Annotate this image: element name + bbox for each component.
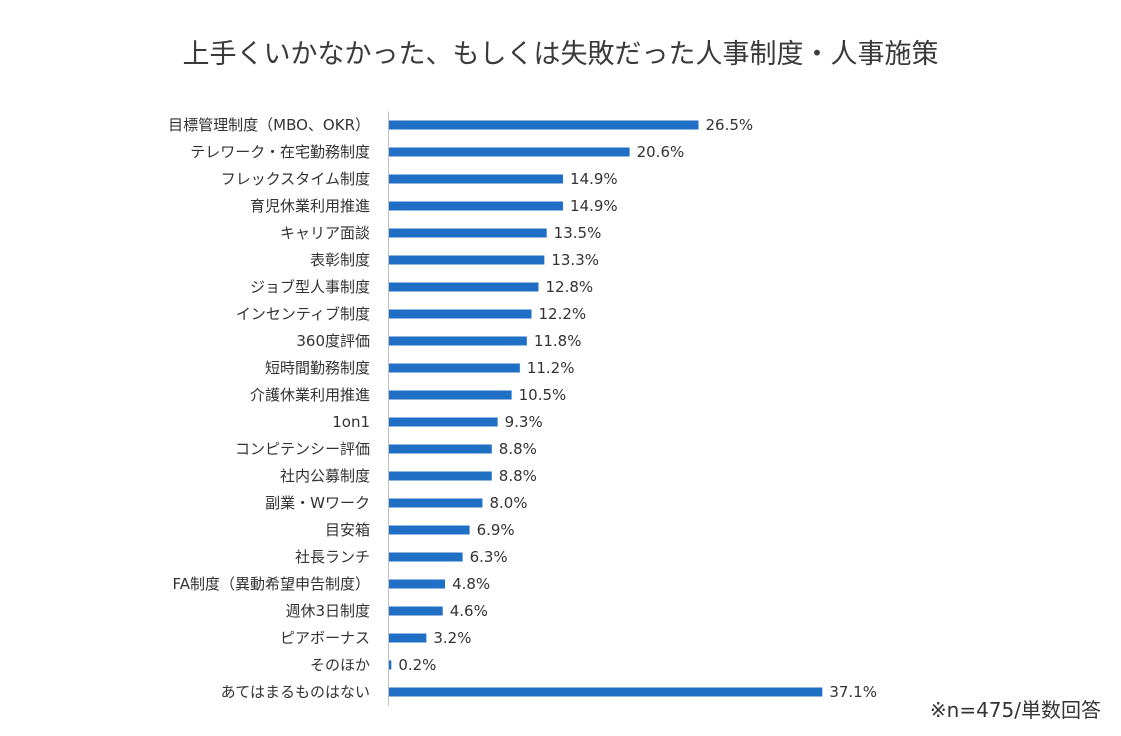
- value-label: 6.9%: [477, 521, 515, 539]
- bar-19: [389, 606, 443, 616]
- category-label: フレックスタイム制度: [221, 170, 370, 188]
- value-label: 13.5%: [554, 224, 602, 242]
- category-label: 360度評価: [296, 332, 370, 350]
- value-label: 26.5%: [706, 116, 754, 134]
- category-label: テレワーク・在宅勤務制度: [190, 143, 370, 161]
- bar-8: [389, 309, 532, 319]
- category-label: 社長ランチ: [295, 548, 370, 566]
- category-label: 表彰制度: [310, 251, 370, 269]
- bar-16: [389, 525, 470, 535]
- category-label: 育児休業利用推進: [250, 197, 370, 215]
- category-label: 社内公募制度: [280, 467, 370, 485]
- value-label: 14.9%: [570, 170, 618, 188]
- bar-1: [389, 120, 699, 130]
- value-label: 8.0%: [489, 494, 527, 512]
- category-label: そのほか: [310, 656, 370, 674]
- bar-18: [389, 579, 446, 589]
- category-label: あてはまるものはない: [221, 683, 370, 701]
- value-label: 20.6%: [637, 143, 685, 161]
- category-label: ピアボーナス: [280, 629, 370, 647]
- value-label: 9.3%: [505, 413, 543, 431]
- bar-22: [389, 687, 823, 697]
- value-label: 8.8%: [499, 467, 537, 485]
- bar-7: [389, 282, 539, 292]
- value-label: 13.3%: [551, 251, 599, 269]
- bar-14: [389, 471, 492, 481]
- bar-3: [389, 174, 564, 184]
- value-label: 11.8%: [534, 332, 582, 350]
- category-label: インセンティブ制度: [236, 305, 370, 323]
- value-label: 8.8%: [499, 440, 537, 458]
- value-label: 4.8%: [452, 575, 490, 593]
- value-label: 10.5%: [519, 386, 567, 404]
- value-label: 4.6%: [450, 602, 488, 620]
- category-label: 週休3日制度: [285, 602, 370, 620]
- category-label: 1on1: [332, 413, 370, 431]
- value-label: 0.2%: [398, 656, 436, 674]
- bar-20: [389, 633, 427, 643]
- value-label: 37.1%: [829, 683, 877, 701]
- category-label: コンピテンシー評価: [235, 440, 370, 458]
- chart-title: 上手くいかなかった、もしくは失敗だった人事制度・人事施策: [182, 39, 939, 70]
- bar-21: [389, 660, 392, 670]
- bar-12: [389, 417, 498, 427]
- bar-10: [389, 363, 520, 373]
- bar-11: [389, 390, 512, 400]
- category-label: FA制度（異動希望申告制度）: [172, 575, 370, 593]
- category-label: キャリア面談: [280, 224, 370, 242]
- bar-15: [389, 498, 483, 508]
- value-label: 14.9%: [570, 197, 618, 215]
- value-label: 12.8%: [546, 278, 594, 296]
- sample-size-footnote: ※n=475/単数回答: [929, 698, 1101, 722]
- value-label: 12.2%: [538, 305, 586, 323]
- category-labels: 目標管理制度（MBO、OKR） テレワーク・在宅勤務制度フレックスタイム制度育児休…: [168, 116, 370, 701]
- bar-13: [389, 444, 492, 454]
- bar-9: [389, 336, 527, 346]
- category-label: ジョブ型人事制度: [250, 278, 370, 296]
- bar-6: [389, 255, 545, 265]
- bars-layer: [389, 120, 823, 697]
- value-label: 11.2%: [527, 359, 575, 377]
- value-label: 3.2%: [433, 629, 471, 647]
- category-label: 目安箱: [325, 521, 370, 539]
- bar-5: [389, 228, 547, 238]
- category-label: 副業・Wワーク: [265, 494, 370, 512]
- bar-2: [389, 147, 630, 157]
- bar-4: [389, 201, 564, 211]
- category-label: 介護休業利用推進: [250, 386, 370, 404]
- category-label: 短時間勤務制度: [265, 359, 370, 377]
- category-label: 目標管理制度（MBO、OKR）: [168, 116, 370, 134]
- value-labels: 26.5% 20.6% 14.9% 14.9% 13.5% 13.3% 12.8% 12.2%…: [398, 116, 877, 701]
- value-label: 6.3%: [470, 548, 508, 566]
- bar-17: [389, 552, 463, 562]
